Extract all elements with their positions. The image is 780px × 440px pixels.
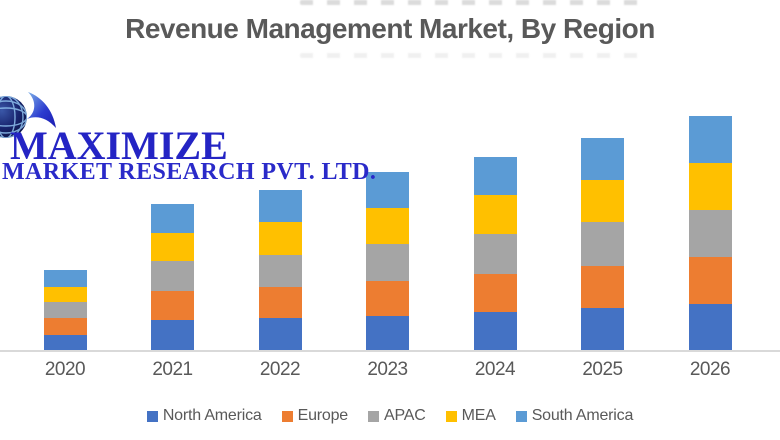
legend-swatch-icon-mea: [445, 410, 457, 422]
bar-segment-2025-europe: [581, 266, 624, 308]
chart-title: Revenue Management Market, By Region: [125, 13, 655, 44]
legend-label-south-america: South America: [531, 407, 634, 424]
legend-label-europe: Europe: [297, 407, 349, 424]
bar-segment-2021-europe: [151, 291, 194, 320]
legend-swatch-icon-north-america: [146, 410, 158, 422]
bar-segment-2022-europe: [258, 287, 302, 318]
bar-segment-2023-apac: [366, 244, 409, 281]
bar-segment-2023-europe: [366, 281, 409, 316]
legend-item-north-america: North America: [146, 407, 262, 425]
bar-segment-2026-europe: [688, 257, 732, 304]
bar-segment-2021-north-america: [151, 320, 194, 350]
bar-segment-2026-north-america: [688, 304, 732, 350]
legend-label-mea: MEA: [461, 407, 496, 424]
bar-segment-2023-north-america: [366, 316, 409, 350]
bar-segment-2020-europe: [43, 318, 87, 335]
bar-segment-2025-north-america: [581, 308, 624, 350]
bar-segment-2020-north-america: [43, 335, 87, 350]
bar-segment-2021-apac: [151, 261, 194, 291]
bar-segment-2024-mea: [473, 195, 517, 234]
bar-segment-2022-mea: [258, 222, 302, 255]
bar-segment-2022-apac: [258, 255, 302, 287]
bar-segment-2020-south-america: [43, 270, 87, 287]
bar-segment-2020-apac: [43, 302, 87, 318]
bar-segment-2020-mea: [43, 287, 87, 302]
bar-segment-2025-mea: [581, 180, 624, 222]
legend-swatch-icon-europe: [281, 410, 293, 422]
bar-segment-2024-europe: [473, 274, 517, 312]
bar-segment-2024-south-america: [473, 157, 517, 195]
bar-segment-2023-mea: [366, 208, 409, 244]
bar-segment-2026-apac: [688, 210, 732, 257]
bar-segment-2022-north-america: [258, 318, 302, 350]
legend-swatch-icon-south-america: [515, 410, 527, 422]
bar-segment-2024-apac: [473, 234, 517, 274]
legend-item-south-america: South America: [515, 407, 634, 425]
legend-item-mea: MEA: [445, 407, 496, 425]
legend-item-apac: APAC: [368, 407, 426, 425]
bar-segment-2025-apac: [581, 222, 624, 266]
bar-segment-2023-south-america: [366, 172, 409, 208]
bar-segment-2022-south-america: [258, 190, 302, 222]
legend-label-apac: APAC: [384, 407, 426, 424]
legend-item-europe: Europe: [281, 407, 349, 425]
chart-legend: North America Europe APAC MEA South America: [0, 407, 780, 425]
bar-segment-2021-mea: [151, 233, 194, 261]
legend-swatch-icon-apac: [368, 410, 380, 422]
x-axis-line: [0, 350, 780, 352]
bar-segment-2026-south-america: [688, 116, 732, 163]
bar-segment-2025-south-america: [581, 138, 624, 180]
legend-label-north-america: North America: [162, 407, 262, 424]
bar-segment-2024-north-america: [473, 312, 517, 350]
bar-segment-2021-south-america: [151, 204, 194, 233]
bar-segment-2026-mea: [688, 163, 732, 210]
